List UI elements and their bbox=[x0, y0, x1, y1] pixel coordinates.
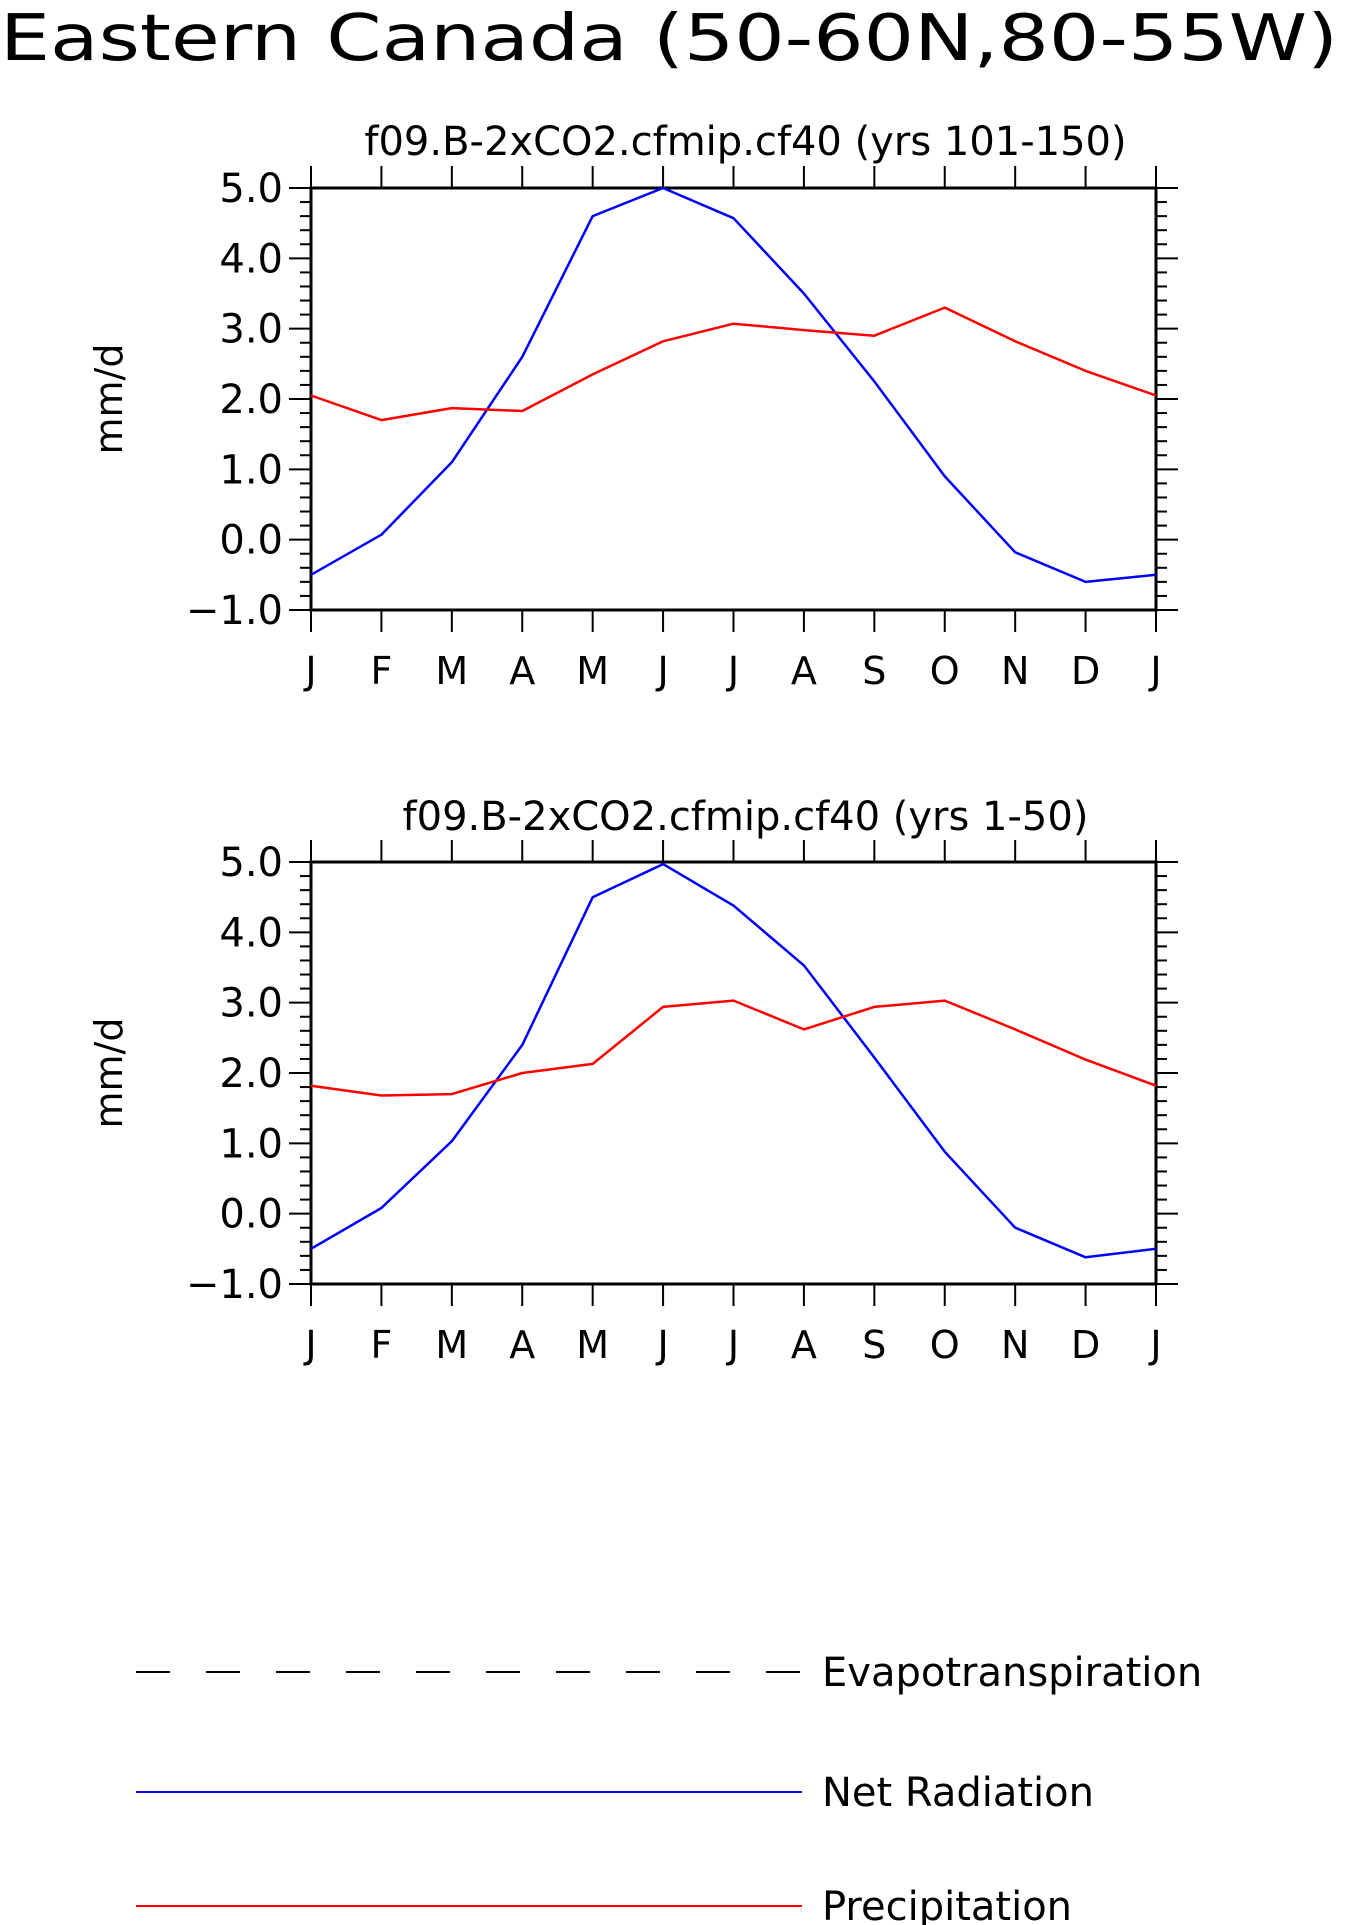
y-tick-label: 5.0 bbox=[219, 840, 283, 886]
y-tick-label: −1.0 bbox=[186, 588, 283, 634]
y-axis-label: mm/d bbox=[87, 344, 131, 455]
legend-label: Evapotranspiration bbox=[822, 1650, 1202, 1696]
legend-label: Precipitation bbox=[822, 1884, 1072, 1925]
x-tick-label: M bbox=[576, 1323, 609, 1367]
x-tick-label: J bbox=[303, 649, 316, 693]
chart-panel-2: f09.B-2xCO2.cfmip.cf40 (yrs 1-50) mm/d −1.… bbox=[87, 794, 1178, 1367]
x-tick-label: M bbox=[576, 649, 609, 693]
y-tick-label: 2.0 bbox=[219, 377, 283, 423]
x-tick-label: A bbox=[509, 649, 535, 693]
x-tick-label: J bbox=[1148, 1323, 1161, 1367]
chart-panel-1: f09.B-2xCO2.cfmip.cf40 (yrs 101-150) mm/d… bbox=[87, 119, 1178, 693]
x-tick-label: M bbox=[435, 1323, 468, 1367]
y-tick-label: −1.0 bbox=[186, 1262, 283, 1308]
y-tick-label: 5.0 bbox=[219, 166, 283, 212]
y-tick-label: 2.0 bbox=[219, 1051, 283, 1097]
y-tick-label: 4.0 bbox=[219, 236, 283, 282]
x-tick-label: J bbox=[726, 649, 739, 693]
plot-frame bbox=[309, 186, 1158, 612]
x-tick-label: A bbox=[509, 1323, 535, 1367]
x-tick-label: J bbox=[655, 1323, 668, 1367]
panel-title: f09.B-2xCO2.cfmip.cf40 (yrs 1-50) bbox=[403, 794, 1089, 840]
y-tick-label: 1.0 bbox=[219, 447, 283, 493]
x-tick-label: S bbox=[862, 1323, 886, 1367]
legend-label: Net Radiation bbox=[822, 1770, 1094, 1816]
y-axis-label: mm/d bbox=[87, 1018, 131, 1129]
x-tick-label: A bbox=[791, 1323, 817, 1367]
panel-title: f09.B-2xCO2.cfmip.cf40 (yrs 101-150) bbox=[364, 119, 1126, 165]
x-tick-label: J bbox=[303, 1323, 316, 1367]
x-tick-label: J bbox=[726, 1323, 739, 1367]
plot-frame bbox=[309, 860, 1158, 1286]
x-tick-label: O bbox=[930, 1323, 960, 1367]
x-tick-label: S bbox=[862, 649, 886, 693]
y-tick-label: 4.0 bbox=[219, 910, 283, 956]
x-tick-label: F bbox=[370, 1323, 392, 1367]
legend: Evapotranspiration Net Radiation Precipita… bbox=[136, 1650, 1202, 1925]
x-tick-label: D bbox=[1071, 1323, 1100, 1367]
x-tick-label: O bbox=[930, 649, 960, 693]
main-title: Eastern Canada (50-60N,80-55W) bbox=[0, 2, 1338, 76]
y-tick-label: 0.0 bbox=[219, 518, 283, 564]
y-tick-label: 3.0 bbox=[219, 981, 283, 1027]
y-tick-label: 1.0 bbox=[219, 1121, 283, 1167]
x-tick-label: D bbox=[1071, 649, 1100, 693]
chart-panels: f09.B-2xCO2.cfmip.cf40 (yrs 101-150) mm/d… bbox=[87, 119, 1178, 1367]
x-tick-label: N bbox=[1001, 649, 1029, 693]
x-tick-label: A bbox=[791, 649, 817, 693]
x-tick-label: M bbox=[435, 649, 468, 693]
series-line-net-radiation bbox=[310, 186, 1157, 584]
y-tick-label: 3.0 bbox=[219, 307, 283, 353]
x-tick-label: J bbox=[1148, 649, 1161, 693]
series-line-precipitation bbox=[310, 306, 1157, 422]
x-tick-label: F bbox=[370, 649, 392, 693]
x-tick-label: N bbox=[1001, 1323, 1029, 1367]
series-line-net-radiation bbox=[310, 862, 1157, 1259]
series-line-precipitation bbox=[310, 999, 1157, 1097]
y-tick-label: 0.0 bbox=[219, 1192, 283, 1238]
x-tick-label: J bbox=[655, 649, 668, 693]
